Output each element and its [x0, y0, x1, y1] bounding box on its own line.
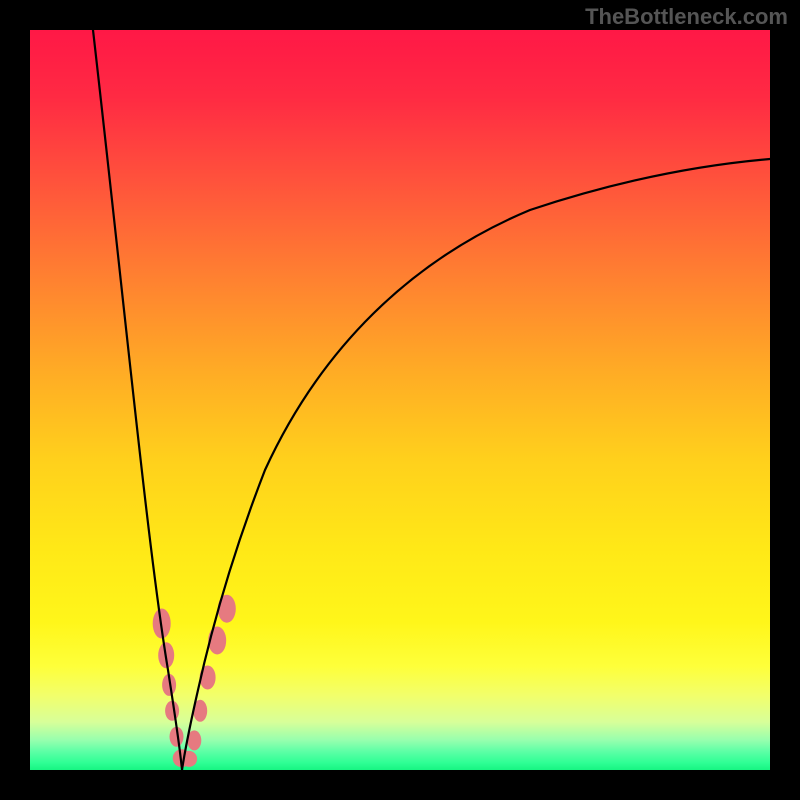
plot-area [30, 30, 770, 770]
watermark-text: TheBottleneck.com [585, 4, 788, 30]
chart-container: TheBottleneck.com [0, 0, 800, 800]
curve-right-branch [182, 159, 770, 770]
bottleneck-curve [30, 30, 770, 770]
